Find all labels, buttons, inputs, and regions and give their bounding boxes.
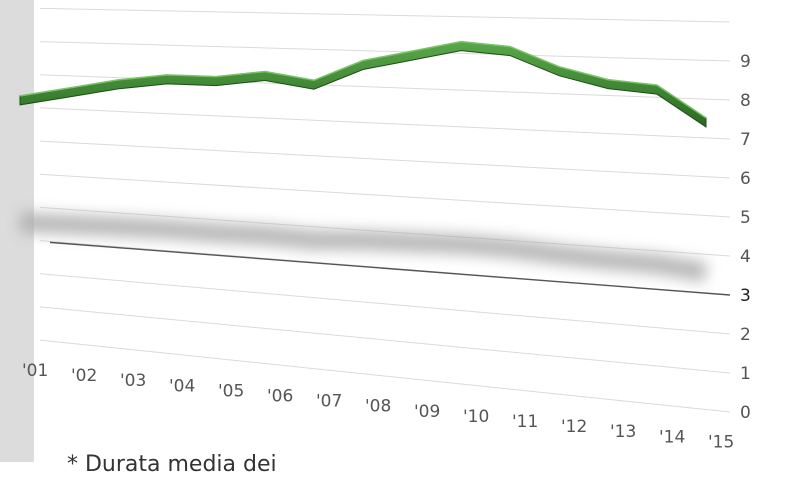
reference-line-group [49,241,731,296]
x-tick-label: '15 [708,432,734,452]
x-tick-label: '11 [512,412,538,432]
x-tick-label: '02 [71,366,97,386]
x-axis-ticks: '01 '02 '03 '04 '05 '06 '07 '08 '09 '10 '11 '12 '13 '… [22,361,734,452]
footnote: * Durata media dei [67,452,277,477]
x-tick-label: '05 [218,381,244,401]
series-ribbon [19,41,707,128]
series-line-group [19,40,707,128]
y-tick-label: 4 [740,247,751,267]
gridline [39,173,731,218]
x-tick-label: '08 [365,397,391,417]
gridline [39,339,731,413]
x-tick-label: '14 [659,427,685,447]
y-tick-label: 9 [740,52,751,72]
x-tick-label: '03 [120,371,146,391]
x-tick-label: '06 [267,387,293,407]
x-tick-label: '13 [610,422,636,442]
y-axis-ticks: 0 1 2 3 4 5 6 7 8 9 [740,52,751,423]
y-tick-label: 2 [740,325,751,345]
y-tick-label: 1 [740,364,751,384]
series-shadow [19,212,708,283]
x-tick-label: '07 [316,392,342,412]
grid-lines [39,7,731,413]
y-tick-label: 5 [740,208,751,228]
series-shadow-band [19,212,708,283]
reference-line [49,241,731,296]
y-tick-label: 0 [740,403,751,423]
y-tick-label: 8 [740,91,751,111]
gridline [39,273,731,335]
series-line-highlight [19,40,707,119]
gridline [39,306,731,374]
y-tick-label: 3 [740,286,751,306]
gridline [39,7,731,23]
x-tick-label: '10 [463,407,489,427]
y-tick-label: 7 [740,130,751,150]
gridline [39,41,731,62]
x-tick-label: '01 [22,361,48,381]
x-tick-label: '12 [561,417,587,437]
x-tick-label: '09 [414,402,440,422]
y-tick-label: 6 [740,169,751,189]
x-tick-label: '04 [169,376,195,396]
gridline [39,140,731,179]
gridline [39,107,731,140]
